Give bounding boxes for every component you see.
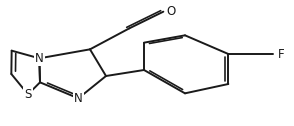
Text: S: S xyxy=(24,88,32,101)
Text: O: O xyxy=(166,5,175,18)
Text: N: N xyxy=(74,92,83,105)
Text: F: F xyxy=(278,48,285,60)
Text: N: N xyxy=(35,52,44,65)
